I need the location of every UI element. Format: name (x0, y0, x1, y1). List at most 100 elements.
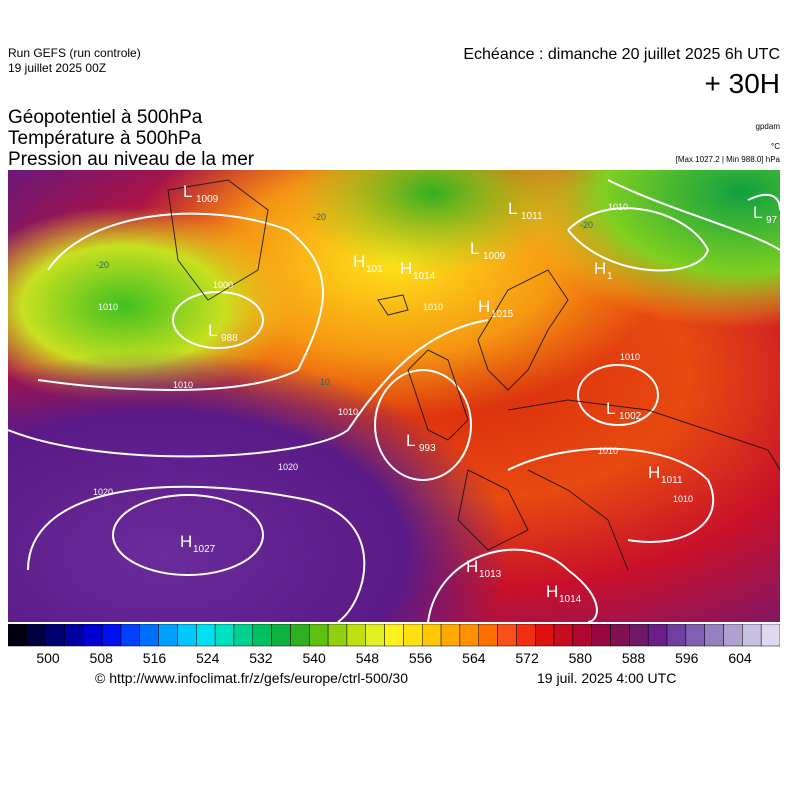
color-swatch (45, 624, 65, 647)
colorbar-label: 580 (569, 650, 593, 666)
run-date: 19 juillet 2025 00Z (8, 61, 107, 75)
color-swatch (271, 624, 291, 647)
center-letter: H (400, 259, 412, 278)
color-swatch (139, 624, 159, 647)
temperature-label: -20 (580, 220, 593, 230)
colorbar-label: 540 (302, 650, 326, 666)
colorbar-label: 524 (196, 650, 220, 666)
color-swatch (101, 624, 122, 647)
center-value: 993 (419, 443, 436, 454)
isobar-label: 1010 (98, 302, 118, 312)
colorbar-label: 596 (675, 650, 699, 666)
field (8, 170, 780, 622)
color-swatch (591, 624, 611, 647)
center-value: 1002 (619, 411, 642, 422)
isobar-label: 1020 (278, 462, 298, 472)
run: Run GEFS (run controle) (8, 46, 141, 60)
color-swatch (177, 624, 197, 647)
center-value: 1009 (196, 194, 219, 205)
temperature-label: -20 (96, 260, 109, 270)
unit: [Max 1027.2 | Min 988.0] hPa (675, 155, 780, 164)
center-letter: H (546, 582, 558, 601)
isobar-label: 1010 (620, 352, 640, 362)
center-value: 97 (766, 215, 778, 226)
color-swatch (158, 624, 178, 647)
center-value: 101 (366, 264, 383, 275)
center-value: 1011 (521, 211, 543, 222)
temperature-label: 10 (320, 377, 330, 387)
unit: °C (771, 142, 780, 151)
colorbar-label: 532 (249, 650, 273, 666)
center-letter: H (648, 463, 660, 482)
center-letter: H (594, 259, 606, 278)
color-swatch (647, 624, 668, 647)
color-swatch (290, 624, 310, 647)
color-swatch (384, 624, 404, 647)
colorbar-label: 556 (409, 650, 433, 666)
center-value: 1027 (193, 544, 216, 555)
center-value: 1009 (483, 251, 506, 262)
isobar-label: 1010 (608, 202, 628, 212)
isobar-label: 1010 (173, 380, 193, 390)
color-swatch (64, 624, 84, 647)
center-value: 1013 (479, 569, 502, 580)
colorbar-label: 588 (622, 650, 646, 666)
color-swatch (327, 624, 348, 647)
colorbar: 500 508 516 524 532 540 548 556 564 572 580 588 596 6… (8, 624, 780, 666)
color-swatch (421, 624, 442, 647)
color-swatch (365, 624, 385, 647)
center-value: 988 (221, 333, 238, 344)
color-swatch (629, 624, 649, 647)
colorbar-label: 516 (143, 650, 167, 666)
color-swatch (252, 624, 272, 647)
center-value: 1014 (413, 271, 436, 282)
color-swatch (478, 624, 498, 647)
color-swatch (534, 624, 555, 647)
color-swatch (120, 624, 141, 647)
center-letter: H (478, 297, 490, 316)
color-swatch (685, 624, 705, 647)
colorbar-label: 508 (90, 650, 114, 666)
colorbar-label: 500 (36, 650, 60, 666)
color-swatch (666, 624, 687, 647)
color-swatch (553, 624, 574, 647)
center-letter: L (183, 182, 192, 201)
isobars (8, 179, 780, 622)
center-value: 1015 (491, 309, 514, 320)
center-letter: L (606, 399, 615, 418)
color-swatch (233, 624, 254, 647)
color-swatch (346, 624, 367, 647)
center-letter: L (753, 203, 762, 222)
isobar-label: 1010 (338, 407, 358, 417)
color-swatch (760, 624, 780, 647)
color-swatch (497, 624, 517, 647)
color-swatch (309, 624, 329, 647)
source-url[interactable]: © http://www.infoclimat.fr/z/gefs/europe… (95, 670, 409, 686)
isobar-label: 1010 (423, 302, 443, 312)
color-swatch (83, 624, 103, 647)
color-swatch (610, 624, 630, 647)
isobar-label: 1010 (598, 446, 618, 456)
center-letter: L (406, 431, 415, 450)
center-value: 1011 (661, 475, 683, 486)
title: Géopotentiel à 500hPa (8, 107, 203, 128)
center-value: 1 (607, 271, 613, 282)
lead-time: + 30H (704, 68, 781, 99)
color-swatch (723, 624, 743, 647)
center-letter: L (208, 321, 217, 340)
colorbar-label: 572 (515, 650, 539, 666)
center-letter: L (508, 199, 517, 218)
color-swatch (742, 624, 762, 647)
color-swatch (403, 624, 423, 647)
color-swatch (440, 624, 461, 647)
isobar-label: 1010 (673, 494, 693, 504)
echeance: Echéance : dimanche 20 juillet 2025 6h U… (463, 46, 780, 63)
center-letter: L (470, 239, 479, 258)
coastlines (167, 179, 780, 571)
isobar-label: 1000 (213, 280, 233, 290)
center-letter: H (466, 557, 478, 576)
title: Température à 500hPa (8, 128, 202, 149)
color-swatch (572, 624, 592, 647)
isobar-label: 1020 (93, 487, 113, 497)
